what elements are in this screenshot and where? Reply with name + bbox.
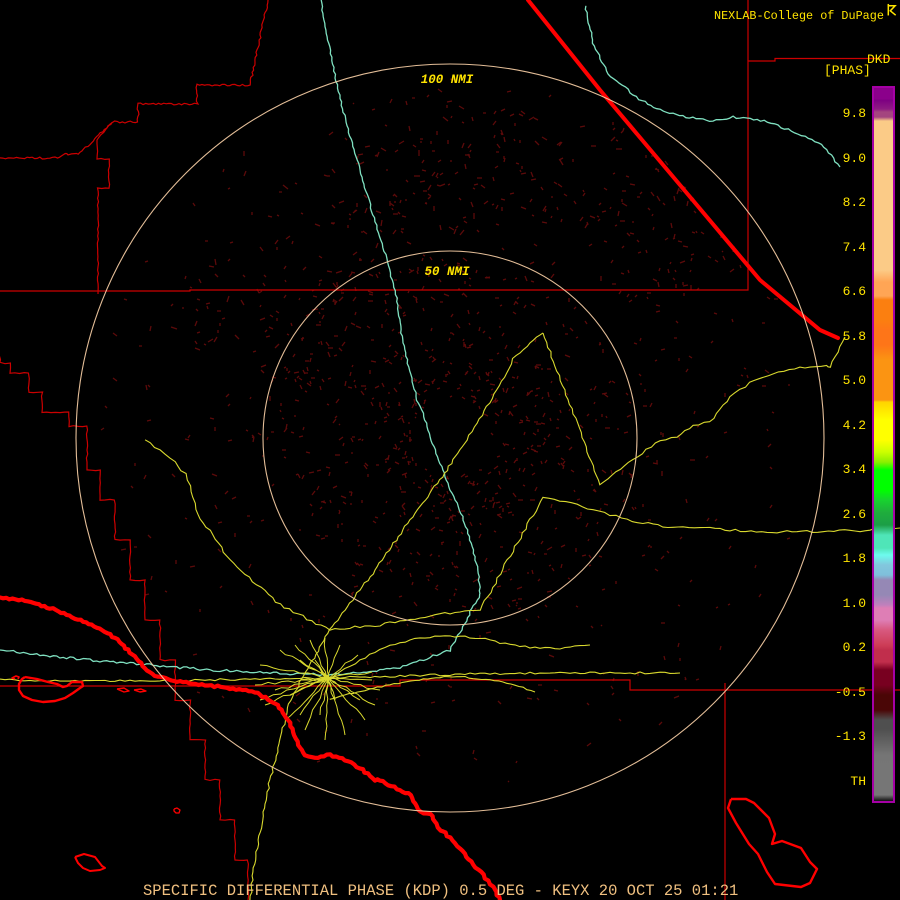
svg-text:TH: TH <box>850 774 866 789</box>
svg-text:100 NMI: 100 NMI <box>421 73 474 87</box>
svg-text:SPECIFIC DIFFERENTIAL PHASE (K: SPECIFIC DIFFERENTIAL PHASE (KDP) 0.5 DE… <box>143 882 738 900</box>
svg-text:3.4: 3.4 <box>843 462 867 477</box>
svg-text:5.8: 5.8 <box>843 329 866 344</box>
svg-text:9.8: 9.8 <box>843 106 866 121</box>
svg-text:8.2: 8.2 <box>843 195 866 210</box>
svg-text:50 NMI: 50 NMI <box>424 265 470 279</box>
svg-text:7.4: 7.4 <box>843 240 867 255</box>
svg-text:-1.3: -1.3 <box>835 729 866 744</box>
svg-text:4.2: 4.2 <box>843 418 866 433</box>
svg-text:9.0: 9.0 <box>843 151 866 166</box>
svg-text:5.0: 5.0 <box>843 373 866 388</box>
svg-text:0.2: 0.2 <box>843 640 866 655</box>
svg-text:[PHAS]: [PHAS] <box>824 63 871 78</box>
svg-text:-0.5: -0.5 <box>835 685 866 700</box>
svg-text:6.6: 6.6 <box>843 284 866 299</box>
svg-text:NEXLAB-College of DuPage: NEXLAB-College of DuPage <box>714 9 884 23</box>
svg-text:1.0: 1.0 <box>843 596 866 611</box>
svg-text:2.6: 2.6 <box>843 507 866 522</box>
svg-text:1.8: 1.8 <box>843 551 866 566</box>
